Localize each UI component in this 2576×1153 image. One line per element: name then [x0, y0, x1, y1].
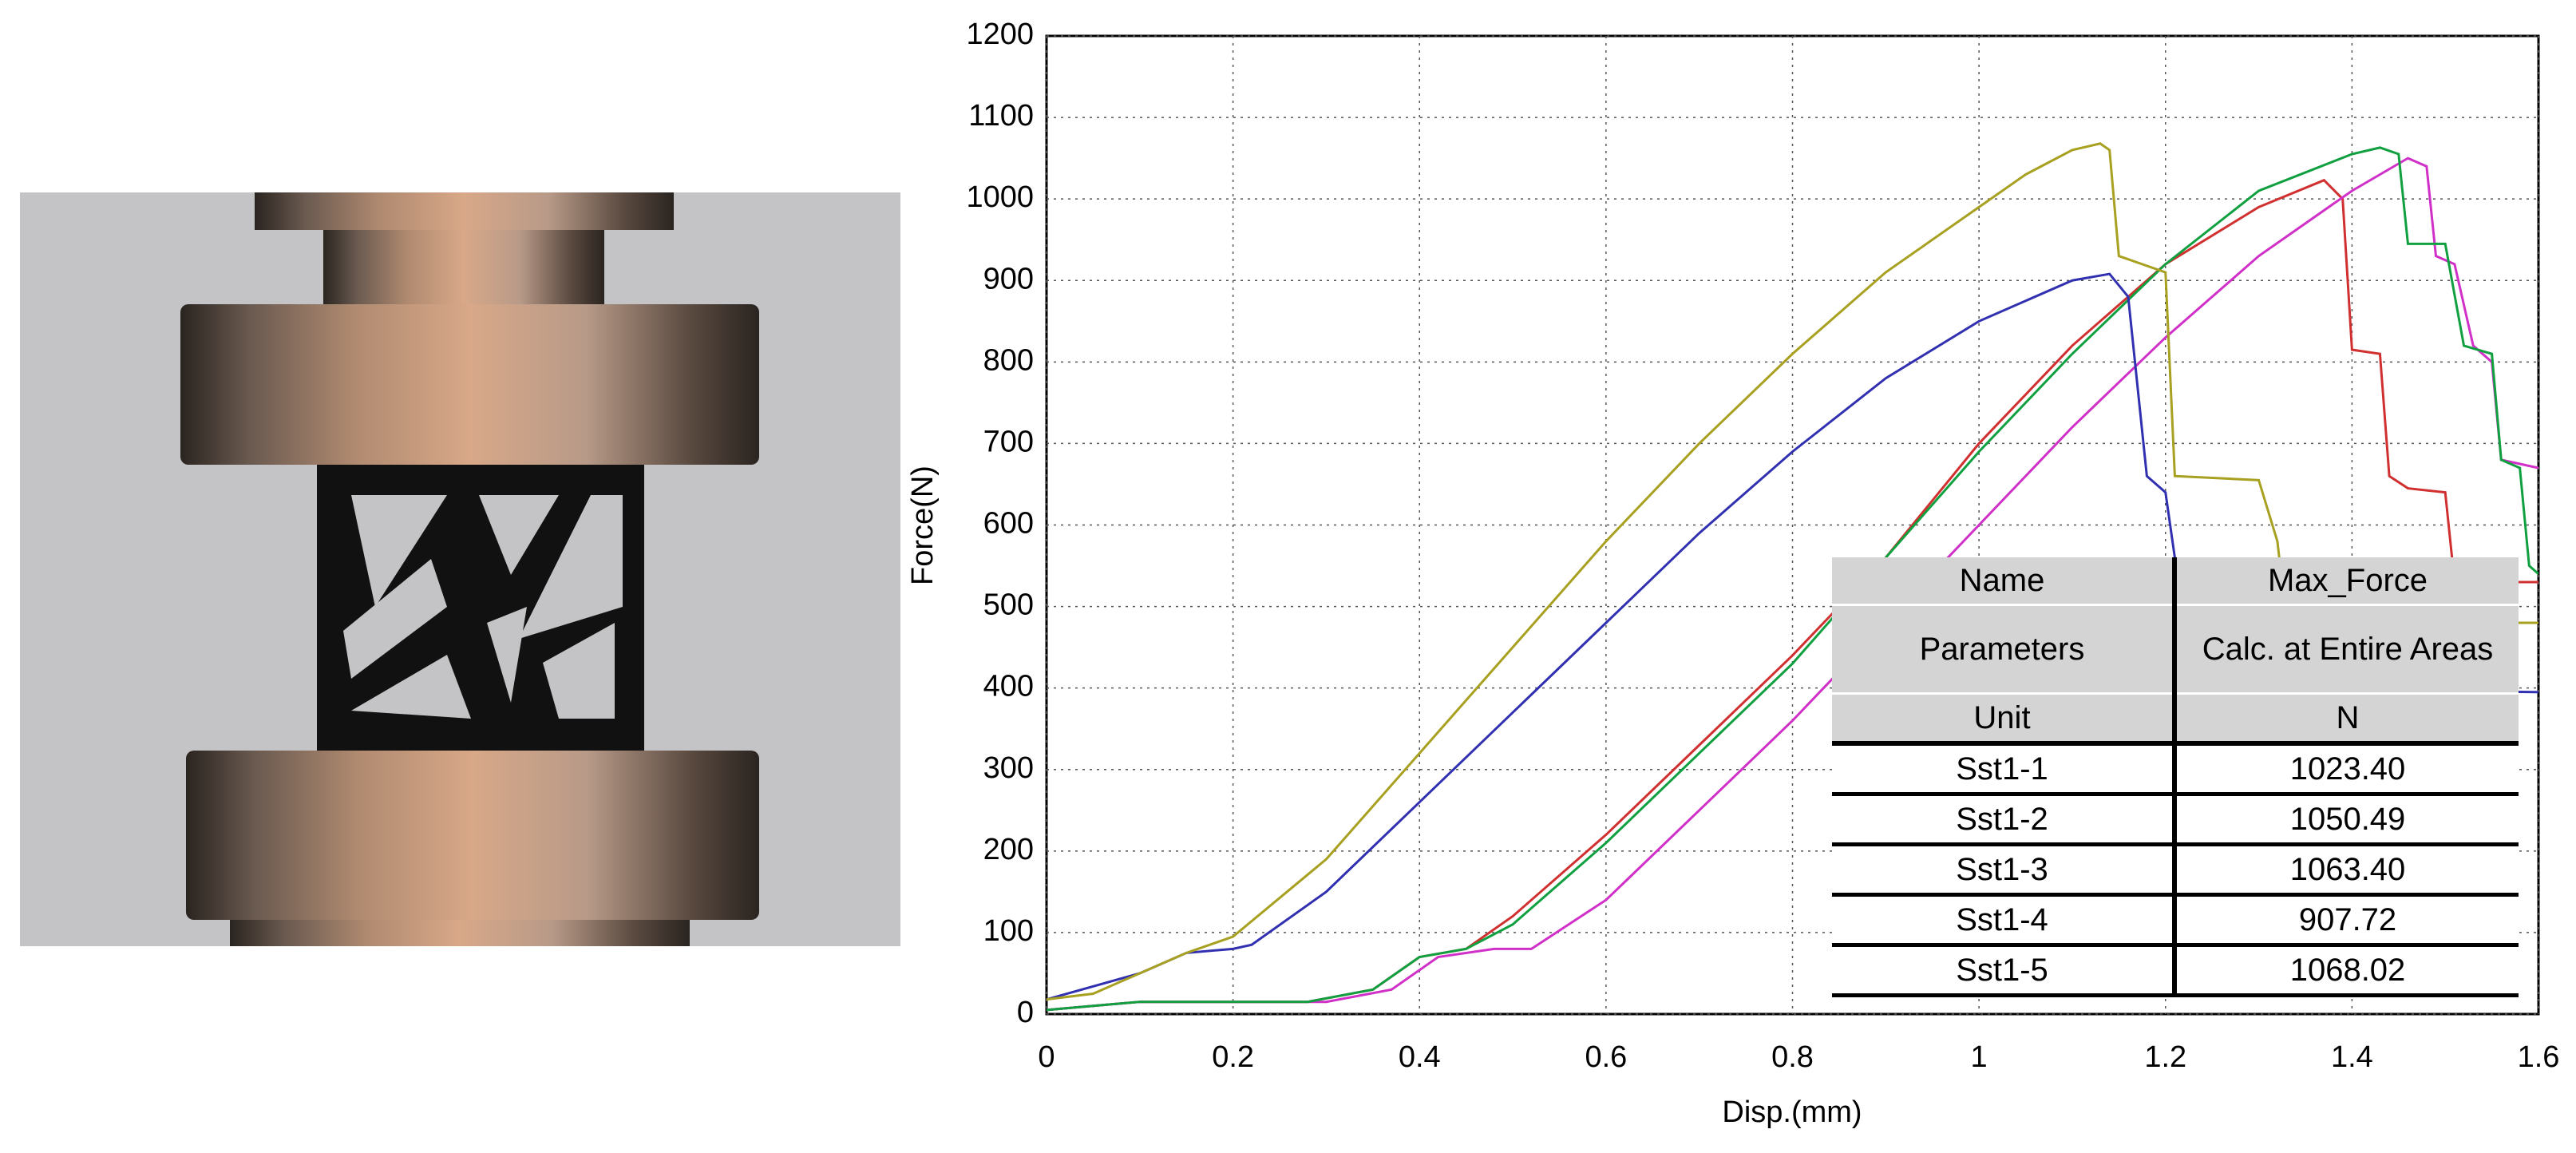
- x-tick-label: 0.8: [1771, 1040, 1814, 1074]
- y-tick-label: 300: [983, 751, 1034, 785]
- lines: [1047, 142, 2538, 1012]
- x-tick-label: 0.4: [1399, 1040, 1441, 1074]
- table-cell: 1068.02: [2174, 945, 2519, 997]
- table-cell: 1023.40: [2174, 743, 2519, 796]
- table-row: Name Max_Force: [1832, 557, 2519, 606]
- table-row: Parameters Calc. at Entire Areas: [1832, 604, 2519, 695]
- series-line: [1047, 157, 2538, 1012]
- x-axis-title: Disp.(mm): [1722, 1096, 1862, 1129]
- table-row: Sst1-5 1068.02: [1832, 945, 2519, 997]
- y-tick-label: 500: [983, 588, 1034, 622]
- table-cell: Max_Force: [2174, 557, 2519, 606]
- x-tick-label: 0: [1038, 1040, 1055, 1074]
- x-tick-label: 0.2: [1212, 1040, 1254, 1074]
- table-cell: Parameters: [1832, 604, 2177, 695]
- x-tick-label: 1.6: [2518, 1040, 2560, 1074]
- specimen-photo: [20, 192, 900, 946]
- table-cell: 907.72: [2174, 894, 2519, 947]
- table-cell: Sst1-1: [1832, 743, 2177, 796]
- y-tick-label: 1100: [968, 99, 1034, 133]
- table-cell: 1063.40: [2174, 844, 2519, 897]
- table-cell: Sst1-5: [1832, 945, 2177, 997]
- y-tick-label: 700: [983, 425, 1034, 458]
- table-cell: N: [2174, 693, 2519, 746]
- series-line: [1047, 142, 2538, 1001]
- series-line: [1047, 272, 2538, 1001]
- y-tick-label: 1200: [966, 18, 1034, 51]
- table-row: Sst1-3 1063.40: [1832, 844, 2519, 897]
- x-tick-label: 0.6: [1585, 1040, 1627, 1074]
- y-tick-label: 800: [983, 343, 1034, 377]
- table-row: Sst1-1 1023.40: [1832, 743, 2519, 796]
- table-cell: Sst1-2: [1832, 794, 2177, 846]
- table-cell: Name: [1832, 557, 2177, 606]
- y-tick-label: 1000: [966, 180, 1034, 214]
- table-cell: Calc. at Entire Areas: [2174, 604, 2519, 695]
- table-cell: Sst1-4: [1832, 894, 2177, 947]
- y-axis-title: Force(N): [906, 466, 940, 585]
- table-cell: 1050.49: [2174, 794, 2519, 846]
- table-row: Sst1-4 907.72: [1832, 894, 2519, 947]
- results-table: Name Max_Force Parameters Calc. at Entire A…: [1832, 557, 2519, 997]
- table-row: Unit N: [1832, 693, 2519, 746]
- y-tick-label: 600: [983, 507, 1034, 541]
- y-tick-label: 400: [983, 670, 1034, 703]
- x-tick-label: 1: [1971, 1040, 1988, 1074]
- y-tick-label: 0: [1017, 996, 1034, 1029]
- table-row: Sst1-2 1050.49: [1832, 794, 2519, 846]
- y-tick-label: 900: [983, 262, 1034, 295]
- table-cell: Unit: [1832, 693, 2177, 746]
- x-tick-label: 1.2: [2144, 1040, 2186, 1074]
- table-cell: Sst1-3: [1832, 844, 2177, 897]
- x-tick-label: 1.4: [2331, 1040, 2373, 1074]
- y-tick-label: 200: [983, 833, 1034, 866]
- y-tick-label: 100: [983, 914, 1034, 948]
- series-line: [1047, 146, 2538, 1012]
